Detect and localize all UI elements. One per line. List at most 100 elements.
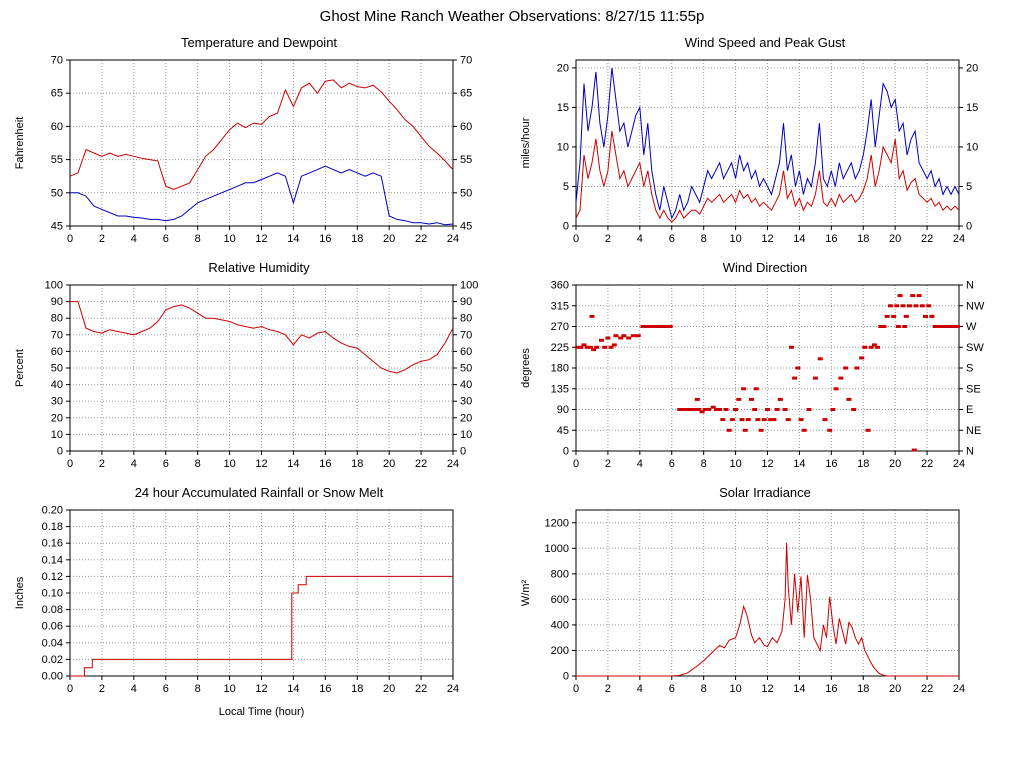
svg-text:14: 14 xyxy=(793,233,805,245)
svg-text:E: E xyxy=(966,404,973,416)
svg-text:0: 0 xyxy=(67,458,73,470)
svg-text:80: 80 xyxy=(51,313,63,325)
svg-text:135: 135 xyxy=(551,383,569,395)
svg-text:8: 8 xyxy=(195,458,201,470)
svg-text:4: 4 xyxy=(637,683,643,695)
svg-text:2: 2 xyxy=(605,683,611,695)
svg-text:315: 315 xyxy=(551,300,569,312)
svg-text:0: 0 xyxy=(966,221,972,233)
svg-text:8: 8 xyxy=(701,233,707,245)
svg-text:6: 6 xyxy=(669,683,675,695)
svg-text:40: 40 xyxy=(51,379,63,391)
svg-text:100: 100 xyxy=(460,280,478,292)
chart-panel-humidity: Relative Humidity 0 2 4 6 8 10 12 14 16 18 20 22 24 0… xyxy=(10,260,508,477)
chart-title-rainfall: 24 hour Accumulated Rainfall or Snow Mel… xyxy=(134,485,384,500)
chart-panel-wind-speed: Wind Speed and Peak Gust 0 2 4 6 8 10 12 14 16 18… xyxy=(516,35,1014,252)
svg-text:55: 55 xyxy=(51,154,63,166)
chart-panel-wind-direction: Wind Direction 0 2 4 6 8 10 12 14 16 18 20 22 24 0 N 45… xyxy=(516,260,1014,477)
svg-text:30: 30 xyxy=(460,396,472,408)
svg-text:20: 20 xyxy=(383,683,395,695)
svg-text:45: 45 xyxy=(460,221,472,233)
svg-text:0: 0 xyxy=(573,233,579,245)
svg-text:SE: SE xyxy=(966,383,981,395)
svg-text:5: 5 xyxy=(966,181,972,193)
svg-text:8: 8 xyxy=(195,233,201,245)
svg-text:0.12: 0.12 xyxy=(42,571,63,583)
svg-text:12: 12 xyxy=(761,233,773,245)
svg-text:18: 18 xyxy=(351,233,363,245)
chart-title-wind-speed: Wind Speed and Peak Gust xyxy=(684,35,846,50)
svg-text:4: 4 xyxy=(637,458,643,470)
svg-text:360: 360 xyxy=(551,280,569,292)
svg-text:degrees: degrees xyxy=(520,348,532,388)
svg-text:SW: SW xyxy=(966,342,984,354)
svg-text:0.16: 0.16 xyxy=(42,538,63,550)
svg-text:0: 0 xyxy=(67,683,73,695)
svg-text:90: 90 xyxy=(460,296,472,308)
svg-text:N: N xyxy=(966,446,974,458)
svg-text:10: 10 xyxy=(223,233,235,245)
svg-text:1000: 1000 xyxy=(545,543,569,555)
svg-text:2: 2 xyxy=(99,683,105,695)
svg-text:80: 80 xyxy=(460,313,472,325)
svg-text:S: S xyxy=(966,363,973,375)
page-title: Ghost Mine Ranch Weather Observations: 8… xyxy=(319,8,705,25)
svg-text:4: 4 xyxy=(637,233,643,245)
svg-text:45: 45 xyxy=(557,425,569,437)
svg-text:24: 24 xyxy=(447,458,459,470)
svg-text:400: 400 xyxy=(551,619,569,631)
svg-text:22: 22 xyxy=(921,233,933,245)
svg-text:1200: 1200 xyxy=(545,517,569,529)
svg-text:18: 18 xyxy=(857,683,869,695)
svg-text:70: 70 xyxy=(51,55,63,67)
svg-text:0.02: 0.02 xyxy=(42,654,63,666)
svg-text:2: 2 xyxy=(605,458,611,470)
svg-text:70: 70 xyxy=(460,329,472,341)
chart-title-temperature-dewpoint: Temperature and Dewpoint xyxy=(180,35,338,50)
svg-text:600: 600 xyxy=(551,594,569,606)
svg-text:5: 5 xyxy=(563,181,569,193)
svg-text:70: 70 xyxy=(460,55,472,67)
svg-text:0.06: 0.06 xyxy=(42,621,63,633)
chart-panel-temperature-dewpoint: Temperature and Dewpoint 0 2 4 6 8 10 12 14 16 18… xyxy=(10,35,508,252)
svg-text:12: 12 xyxy=(255,458,267,470)
svg-text:miles/hour: miles/hour xyxy=(520,117,532,168)
svg-text:20: 20 xyxy=(966,62,978,74)
svg-text:16: 16 xyxy=(319,683,331,695)
svg-text:10: 10 xyxy=(460,429,472,441)
svg-text:8: 8 xyxy=(195,683,201,695)
svg-text:15: 15 xyxy=(966,102,978,114)
svg-text:16: 16 xyxy=(825,233,837,245)
svg-text:20: 20 xyxy=(889,458,901,470)
svg-text:60: 60 xyxy=(460,346,472,358)
svg-text:24: 24 xyxy=(953,458,965,470)
svg-text:Fahrenheit: Fahrenheit xyxy=(14,117,26,170)
svg-text:0.04: 0.04 xyxy=(42,637,63,649)
chart-title-solar: Solar Irradiance xyxy=(719,485,811,500)
svg-text:14: 14 xyxy=(793,458,805,470)
svg-text:0: 0 xyxy=(573,683,579,695)
svg-text:10: 10 xyxy=(729,458,741,470)
svg-text:50: 50 xyxy=(51,187,63,199)
svg-text:8: 8 xyxy=(701,683,707,695)
svg-text:0: 0 xyxy=(563,221,569,233)
svg-text:0: 0 xyxy=(563,446,569,458)
svg-text:22: 22 xyxy=(415,458,427,470)
svg-text:24: 24 xyxy=(953,233,965,245)
svg-text:4: 4 xyxy=(131,233,137,245)
rainfall-chart: 0 2 4 6 8 10 12 14 16 18 20 22 240.000.020.040.060.0… xyxy=(14,505,459,719)
chart-panel-solar: Solar Irradiance 0 2 4 6 8 10 12 14 16 18 20 22 24 0 2… xyxy=(516,485,1014,718)
svg-text:70: 70 xyxy=(51,329,63,341)
svg-text:8: 8 xyxy=(701,458,707,470)
svg-text:50: 50 xyxy=(460,187,472,199)
svg-text:20: 20 xyxy=(889,683,901,695)
svg-text:16: 16 xyxy=(319,458,331,470)
svg-text:24: 24 xyxy=(447,683,459,695)
svg-text:0: 0 xyxy=(57,446,63,458)
weather-dashboard: Ghost Mine Ranch Weather Observations: 8… xyxy=(10,8,1014,719)
chart-title-humidity: Relative Humidity xyxy=(208,260,310,275)
